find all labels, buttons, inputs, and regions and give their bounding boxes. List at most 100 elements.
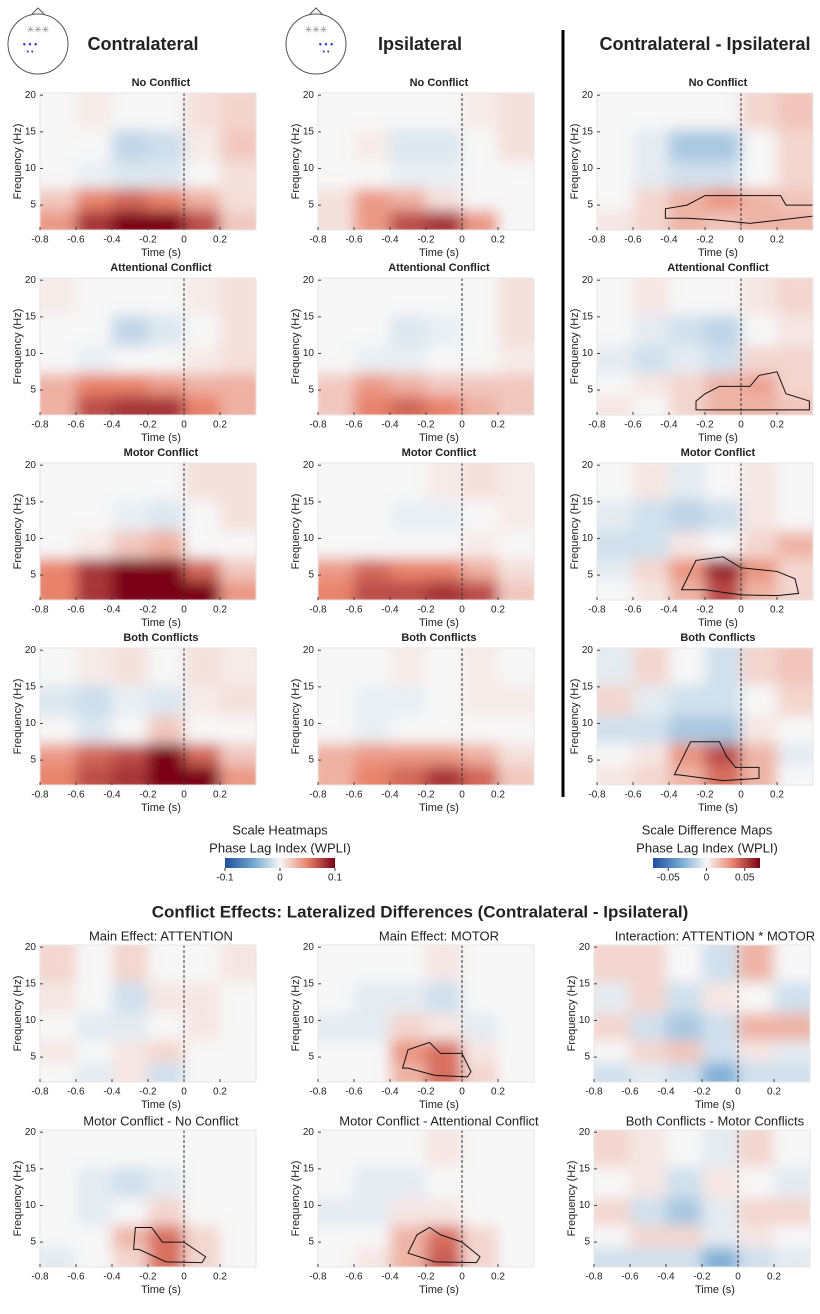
x-tick-label: -0.6 <box>67 235 85 246</box>
heatmap-cells <box>40 93 256 230</box>
heatmap-cell <box>777 93 813 130</box>
heatmap-cell <box>390 1130 426 1167</box>
panel: -0.8 -0.6 -0.4 -0.2 0 0.2 5 10 15 20 Time (s) Frequ… <box>290 632 535 814</box>
heatmap-cell <box>40 395 76 415</box>
y-tick-label: 10 <box>303 1015 315 1026</box>
heatmap <box>594 945 810 1082</box>
y-tick-label: 5 <box>308 755 314 766</box>
heatmap-cell <box>148 981 184 1014</box>
heatmap-cell <box>462 314 498 347</box>
heatmap-cell <box>184 716 220 744</box>
heatmap-cell <box>76 1166 112 1199</box>
heatmap-cell <box>390 1013 426 1041</box>
heatmap-cell <box>354 1198 390 1226</box>
y-tick-label: 20 <box>303 90 315 101</box>
heatmap-cell <box>390 395 426 415</box>
heatmap-cell <box>630 1013 666 1041</box>
heatmap-cell <box>318 558 354 581</box>
heatmap-cell <box>633 765 669 785</box>
heatmap-cell <box>354 1013 390 1041</box>
heatmap-cell <box>318 93 354 130</box>
y-tick-label: 5 <box>30 1237 36 1248</box>
heatmap-cell <box>40 210 76 230</box>
x-tick-label: 0.2 <box>491 420 505 431</box>
y-tick-label: 10 <box>582 718 594 729</box>
heatmap-cell <box>498 648 534 685</box>
heatmap-cell <box>390 981 426 1014</box>
heatmap-cell <box>669 531 705 559</box>
heatmap-cell <box>220 499 256 532</box>
heatmap-cell <box>148 210 184 230</box>
x-tick-label: -0.4 <box>103 605 121 616</box>
heatmap-cell <box>318 463 354 500</box>
heatmap-cell <box>148 684 184 717</box>
heatmap-cell <box>777 499 813 532</box>
heatmap-cells <box>318 278 534 415</box>
heatmap-cell <box>597 648 633 685</box>
heatmap-cell <box>40 373 76 396</box>
heatmap-cell <box>774 1198 810 1226</box>
heatmap-cell <box>777 463 813 500</box>
heatmap-cell <box>774 1225 810 1248</box>
heatmap-cell <box>390 716 426 744</box>
heatmap <box>318 463 534 600</box>
heatmap-cell <box>741 278 777 315</box>
x-tick-label: -0.2 <box>139 1272 157 1283</box>
y-tick-label: 20 <box>582 645 594 656</box>
x-tick-label: 0.2 <box>491 790 505 801</box>
heatmap-cell <box>112 1166 148 1199</box>
heatmap-cell <box>498 129 534 162</box>
heatmap-cell <box>390 499 426 532</box>
x-tick-label: -0.8 <box>588 605 606 616</box>
heatmap-cell <box>112 346 148 374</box>
heatmap-cell <box>426 373 462 396</box>
x-tick-label: -0.2 <box>417 1087 435 1098</box>
x-tick-label: -0.4 <box>103 1087 121 1098</box>
heatmap-cell <box>741 210 777 230</box>
heatmap-cell <box>354 1130 390 1167</box>
y-tick-label: 10 <box>25 718 37 729</box>
heatmap-cell <box>462 210 498 230</box>
x-tick-label: 0 <box>738 790 744 801</box>
heatmap-cell <box>220 558 256 581</box>
x-tick-label: 0 <box>459 605 465 616</box>
heatmap-cell <box>426 463 462 500</box>
heatmap-cell <box>594 981 630 1014</box>
heatmap-cell <box>112 463 148 500</box>
y-tick-label: 15 <box>579 1163 591 1174</box>
heatmap-cell <box>738 1130 774 1167</box>
panel: -0.8 -0.6 -0.4 -0.2 0 0.2 5 10 15 20 Time (s) Frequ… <box>12 928 257 1111</box>
heatmap-cell <box>112 743 148 766</box>
heatmap-cell <box>354 395 390 415</box>
heatmap-cell <box>702 1166 738 1199</box>
heatmap-cell <box>148 648 184 685</box>
heatmap-cell <box>498 373 534 396</box>
heatmap-cell <box>426 1166 462 1199</box>
heatmap-cell <box>705 716 741 744</box>
heatmap-cell <box>112 93 148 130</box>
x-tick-label: 0.2 <box>213 1087 227 1098</box>
heatmap-cell <box>112 1062 148 1082</box>
x-tick-label: -0.4 <box>381 1087 399 1098</box>
heatmap-cell <box>462 531 498 559</box>
heatmap-cell <box>705 743 741 766</box>
x-tick-label: -0.8 <box>31 420 49 431</box>
x-tick-label: -0.2 <box>417 420 435 431</box>
y-tick-label: 20 <box>303 1127 315 1138</box>
heatmap-cell <box>738 1040 774 1063</box>
heatmap-cell <box>705 531 741 559</box>
heatmap-cells <box>594 1130 810 1267</box>
panel: -0.8 -0.6 -0.4 -0.2 0 0.2 5 10 15 20 Time (s) Frequ… <box>569 632 814 814</box>
heatmap-cell <box>633 188 669 211</box>
heatmap-cell <box>112 395 148 415</box>
heatmap-cell <box>777 558 813 581</box>
heatmap-cell <box>390 1198 426 1226</box>
y-tick-label: 15 <box>25 311 37 322</box>
x-tick-label: -0.2 <box>693 1272 711 1283</box>
y-tick-label: 5 <box>30 385 36 396</box>
y-tick-label: 20 <box>25 275 37 286</box>
heatmap <box>318 93 534 230</box>
heatmap-cell <box>777 531 813 559</box>
heatmap-cell <box>594 1013 630 1041</box>
